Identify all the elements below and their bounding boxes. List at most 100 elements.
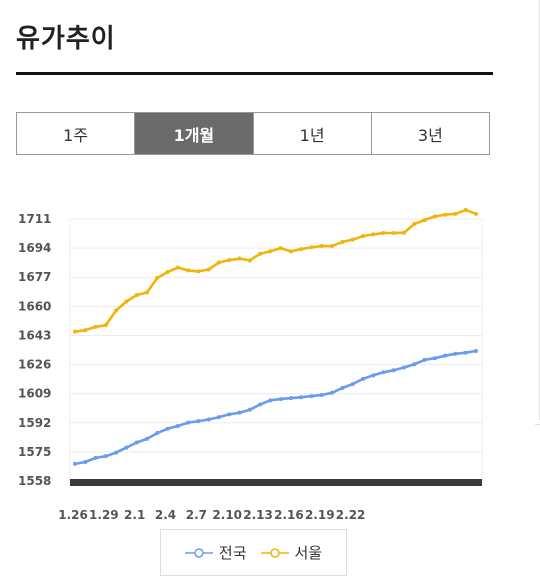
data-point[interactable] xyxy=(350,382,355,387)
data-point[interactable] xyxy=(288,249,293,254)
series-line-nationwide xyxy=(74,349,477,466)
data-point[interactable] xyxy=(134,293,139,298)
y-tick-label: 1609 xyxy=(18,387,51,401)
data-point[interactable] xyxy=(175,424,180,429)
data-point[interactable] xyxy=(237,256,242,261)
x-axis-ticks: 1.26 1.29 2.1 2.4 2.7 2.10 2.13 2.16 2.19 2.22 xyxy=(58,508,365,522)
data-point[interactable] xyxy=(402,230,407,235)
data-point[interactable] xyxy=(114,450,119,455)
data-point[interactable] xyxy=(134,440,139,445)
data-point[interactable] xyxy=(340,239,345,244)
data-point[interactable] xyxy=(422,357,427,362)
data-point[interactable] xyxy=(463,350,468,355)
data-point[interactable] xyxy=(247,407,252,412)
data-point[interactable] xyxy=(268,398,273,403)
x-tick-label: 2.19 xyxy=(305,508,335,522)
data-point[interactable] xyxy=(258,251,263,256)
data-point[interactable] xyxy=(165,426,170,431)
legend-nationwide-marker-icon xyxy=(184,547,213,558)
data-point[interactable] xyxy=(412,362,417,367)
data-point[interactable] xyxy=(371,373,376,378)
legend-seoul-marker-icon xyxy=(260,547,289,558)
data-point[interactable] xyxy=(124,445,129,450)
data-point[interactable] xyxy=(309,394,314,399)
data-point[interactable] xyxy=(391,231,396,236)
data-point[interactable] xyxy=(196,419,201,424)
tab-1-month[interactable]: 1개월 xyxy=(135,113,254,154)
legend-label-seoul: 서울 xyxy=(294,544,323,562)
data-point[interactable] xyxy=(216,415,221,420)
fuel-price-chart: 1711 1694 1677 1660 1643 1626 1609 1592 1575 1558… xyxy=(18,207,483,522)
data-point[interactable] xyxy=(124,299,129,304)
data-point[interactable] xyxy=(330,244,335,249)
data-point[interactable] xyxy=(155,431,160,436)
data-point[interactable] xyxy=(227,258,232,263)
data-point[interactable] xyxy=(412,221,417,226)
data-point[interactable] xyxy=(350,237,355,242)
data-point[interactable] xyxy=(93,455,98,460)
data-point[interactable] xyxy=(93,324,98,329)
data-point[interactable] xyxy=(319,244,324,249)
data-point[interactable] xyxy=(268,249,273,254)
data-point[interactable] xyxy=(278,246,283,251)
series-line-seoul xyxy=(74,208,477,333)
data-point[interactable] xyxy=(206,267,211,272)
data-point[interactable] xyxy=(319,393,324,398)
data-point[interactable] xyxy=(309,245,314,250)
data-point[interactable] xyxy=(371,232,376,237)
tab-3-years[interactable]: 3년 xyxy=(417,125,443,145)
data-point[interactable] xyxy=(216,260,221,265)
data-point[interactable] xyxy=(360,234,365,239)
legend-item-nationwide[interactable]: 전국 xyxy=(184,542,247,563)
chart-baseline xyxy=(70,479,482,486)
data-point[interactable] xyxy=(443,353,448,358)
title-divider xyxy=(16,72,493,75)
data-point[interactable] xyxy=(186,420,191,425)
data-point[interactable] xyxy=(186,268,191,273)
data-point[interactable] xyxy=(443,212,448,217)
data-point[interactable] xyxy=(288,396,293,401)
data-point[interactable] xyxy=(432,214,437,219)
data-point[interactable] xyxy=(175,265,180,270)
data-point[interactable] xyxy=(83,459,88,464)
data-point[interactable] xyxy=(196,269,201,274)
data-point[interactable] xyxy=(360,376,365,381)
data-point[interactable] xyxy=(83,328,88,333)
data-point[interactable] xyxy=(474,211,478,216)
data-point[interactable] xyxy=(247,258,252,263)
data-point[interactable] xyxy=(114,308,119,313)
data-point[interactable] xyxy=(340,386,345,391)
data-point[interactable] xyxy=(278,397,283,402)
data-point[interactable] xyxy=(103,454,108,459)
data-point[interactable] xyxy=(391,368,396,373)
legend-item-seoul[interactable]: 서울 xyxy=(260,542,323,563)
data-point[interactable] xyxy=(73,329,77,334)
data-point[interactable] xyxy=(155,275,160,280)
data-point[interactable] xyxy=(381,370,386,375)
data-point[interactable] xyxy=(103,323,108,328)
data-point[interactable] xyxy=(381,231,386,236)
data-point[interactable] xyxy=(453,211,458,216)
data-point[interactable] xyxy=(474,349,478,354)
data-point[interactable] xyxy=(258,402,263,407)
tab-1-week[interactable]: 1주 xyxy=(17,113,136,154)
data-point[interactable] xyxy=(432,356,437,361)
data-point[interactable] xyxy=(463,207,468,212)
data-point[interactable] xyxy=(402,365,407,370)
data-point[interactable] xyxy=(144,290,149,295)
data-point[interactable] xyxy=(144,436,149,441)
data-point[interactable] xyxy=(73,461,77,466)
data-point[interactable] xyxy=(299,247,304,252)
data-point[interactable] xyxy=(422,218,427,223)
y-tick-label: 1575 xyxy=(18,445,51,459)
data-point[interactable] xyxy=(299,395,304,400)
data-point[interactable] xyxy=(330,390,335,395)
data-point[interactable] xyxy=(227,412,232,417)
tab-1-year[interactable]: 1년 xyxy=(254,113,372,154)
data-point[interactable] xyxy=(206,417,211,422)
data-point[interactable] xyxy=(165,270,170,275)
y-tick-label: 1626 xyxy=(18,358,51,372)
y-tick-label: 1677 xyxy=(18,270,51,284)
data-point[interactable] xyxy=(237,410,242,415)
data-point[interactable] xyxy=(453,351,458,356)
